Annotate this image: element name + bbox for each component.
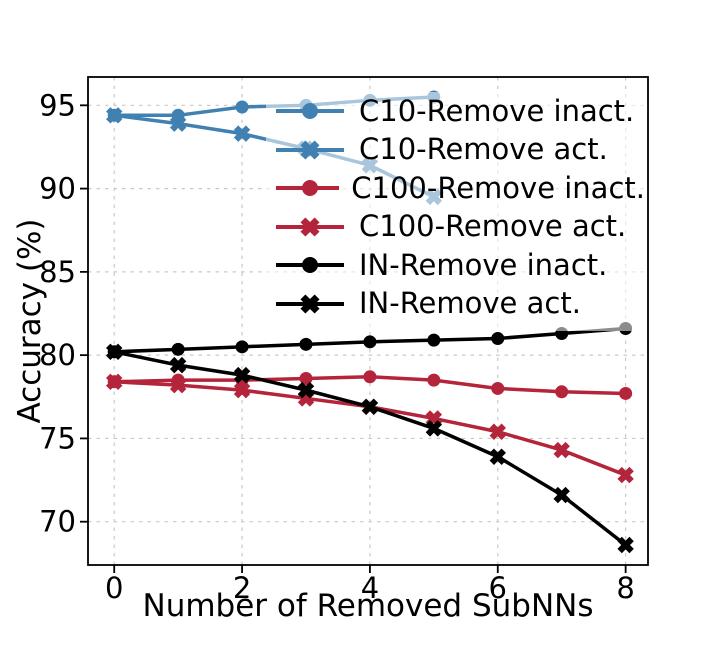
data-point [617, 536, 634, 554]
data-point [555, 385, 569, 399]
data-point [491, 331, 505, 345]
legend-item-label: C10-Remove act. [359, 132, 608, 167]
legend-line-x-marker-icon [276, 217, 344, 237]
data-point [169, 356, 187, 374]
legend-item-label: IN-Remove inact. [359, 247, 608, 282]
axes: 0 2 4 6 8 70 75 80 85 90 95 [39, 76, 649, 605]
legend-item: IN-Remove inact. [266, 246, 645, 285]
legend-item: C10-Remove act. [266, 131, 645, 170]
legend-item-label: IN-Remove act. [359, 286, 581, 321]
y-tick-label: 80 [39, 338, 76, 372]
series-in-remove-act- [106, 343, 634, 554]
legend-sample-marker [302, 257, 318, 274]
x-tick-label: 2 [233, 571, 251, 605]
x-tick-label: 4 [361, 571, 379, 605]
data-point [169, 115, 187, 132]
data-point [427, 373, 441, 387]
data-point [553, 486, 570, 504]
data-point [233, 381, 251, 399]
y-tick-label: 85 [39, 255, 76, 289]
data-point [235, 100, 249, 114]
x-axis-label: Number of Removed SubNNs [142, 588, 594, 624]
legend: C10-Remove inact. C10-Remove act. C100-Rem… [266, 92, 645, 331]
legend-item: C100-Remove inact. [266, 169, 645, 208]
y-tick-label: 90 [39, 172, 76, 206]
data-point [491, 381, 505, 395]
legend-line-x-marker-icon [276, 294, 344, 314]
data-point [619, 386, 633, 400]
data-point [489, 448, 506, 465]
legend-item: C100-Remove act. [266, 208, 645, 247]
y-tick-label: 95 [39, 88, 76, 122]
legend-item-label: C100-Remove inact. [351, 170, 645, 205]
legend-item: IN-Remove act. [266, 285, 645, 324]
data-point [106, 343, 123, 361]
legend-item-label: C10-Remove inact. [359, 93, 635, 128]
data-point [427, 333, 441, 347]
data-point [235, 340, 249, 354]
data-point [363, 335, 377, 349]
data-point [299, 337, 313, 351]
legend-line-circle-marker-icon [276, 180, 340, 197]
data-point [233, 125, 251, 142]
legend-sample-marker [302, 103, 318, 120]
legend-line-x-marker-icon [276, 140, 344, 160]
data-point [171, 342, 185, 356]
y-tick-label: 75 [39, 421, 76, 455]
legend-sample-marker [300, 217, 320, 237]
data-point [106, 373, 123, 390]
data-point [361, 398, 379, 415]
x-tick-label: 0 [105, 571, 123, 605]
x-tick-label: 6 [489, 571, 507, 605]
legend-item-label: C100-Remove act. [359, 209, 627, 244]
legend-line-circle-marker-icon [276, 257, 344, 274]
data-point [553, 441, 570, 459]
data-point [425, 420, 443, 437]
legend-sample-marker [300, 294, 320, 314]
data-point [299, 371, 313, 385]
data-point [363, 370, 377, 384]
legend-item: C10-Remove inact. [266, 92, 645, 131]
legend-sample-marker [300, 140, 320, 160]
x-tick-label: 8 [616, 571, 634, 605]
data-point [297, 381, 315, 399]
data-point [169, 376, 187, 394]
y-tick-label: 70 [39, 505, 76, 539]
y-axis-label: Accuracy (%) [12, 218, 48, 424]
plot-border [87, 76, 649, 566]
legend-sample-marker [302, 180, 318, 197]
legend-line-circle-marker-icon [276, 103, 344, 120]
data-point [106, 107, 123, 124]
data-point [489, 423, 506, 440]
data-point [233, 366, 251, 384]
data-point [617, 466, 634, 484]
